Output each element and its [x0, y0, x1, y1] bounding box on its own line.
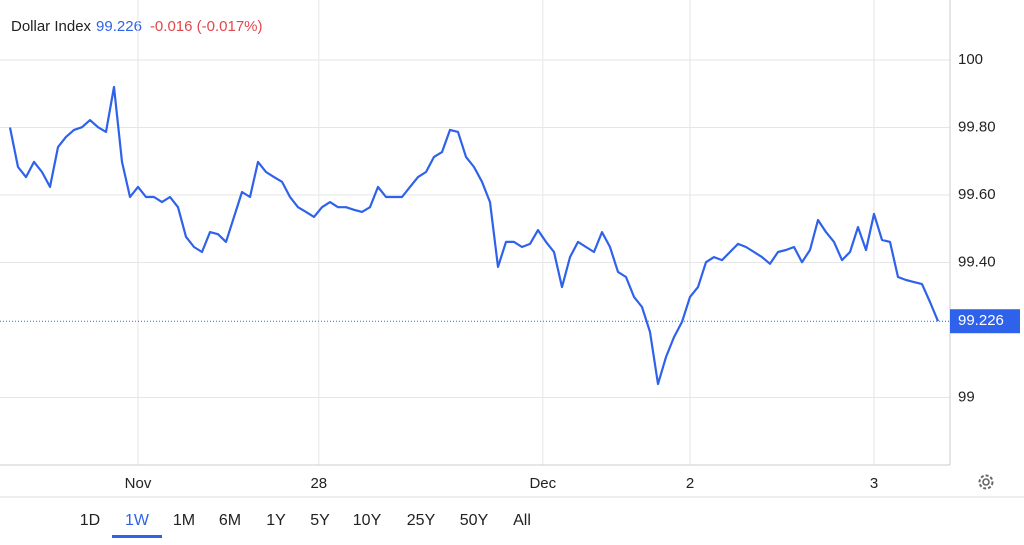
last-price-box	[950, 309, 1020, 334]
range-button[interactable]: 1Y	[266, 512, 286, 529]
price-line	[8, 85, 940, 386]
x-tick-label: 2	[686, 475, 694, 492]
range-button[interactable]: 50Y	[460, 512, 489, 529]
header: Dollar Index 99.226 -0.016 (-0.017%)	[11, 18, 263, 35]
y-tick-label: 99.40	[958, 253, 996, 270]
range-button[interactable]: 25Y	[407, 512, 436, 529]
header-price: 99.226	[96, 18, 142, 35]
range-button[interactable]: 10Y	[353, 512, 382, 529]
y-tick-label: 99	[958, 388, 975, 405]
x-tick-label: 3	[870, 475, 878, 492]
range-button[interactable]: 6M	[219, 512, 241, 529]
x-tick-label: 28	[310, 475, 327, 492]
x-tick-label: Dec	[529, 475, 556, 492]
range-button[interactable]: 1W	[125, 512, 150, 529]
last-price-label: 99.226	[958, 312, 1004, 329]
header-change: -0.016 (-0.017%)	[150, 18, 263, 35]
x-tick-label: Nov	[125, 475, 152, 492]
y-tick-label: 99.80	[958, 118, 996, 135]
range-button[interactable]: All	[513, 512, 531, 529]
range-button[interactable]: 5Y	[310, 512, 330, 529]
instrument-name: Dollar Index	[11, 18, 92, 35]
active-range-underline	[112, 535, 162, 538]
range-button[interactable]: 1M	[173, 512, 195, 529]
settings-icon[interactable]	[978, 474, 994, 490]
y-tick-label: 100	[958, 51, 983, 68]
y-tick-label: 99.60	[958, 186, 996, 203]
range-button[interactable]: 1D	[80, 512, 100, 529]
